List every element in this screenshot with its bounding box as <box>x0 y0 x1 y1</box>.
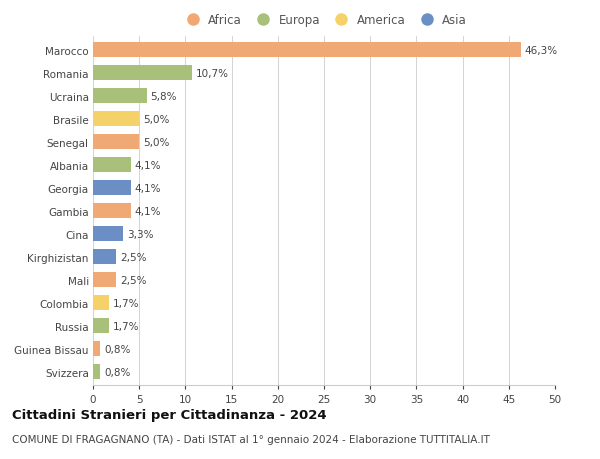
Text: 0,8%: 0,8% <box>104 367 130 377</box>
Bar <box>93 296 109 310</box>
Bar <box>93 181 131 195</box>
Bar <box>93 204 131 218</box>
Bar <box>93 89 146 103</box>
Text: 5,8%: 5,8% <box>150 91 177 101</box>
Text: 4,1%: 4,1% <box>134 160 161 170</box>
Bar <box>93 135 139 149</box>
Bar <box>93 158 131 172</box>
Bar <box>93 319 109 333</box>
Text: Cittadini Stranieri per Cittadinanza - 2024: Cittadini Stranieri per Cittadinanza - 2… <box>12 409 326 421</box>
Bar <box>93 66 192 80</box>
Bar <box>93 227 124 241</box>
Text: 5,0%: 5,0% <box>143 114 169 124</box>
Bar <box>93 250 116 264</box>
Text: 1,7%: 1,7% <box>112 321 139 331</box>
Text: COMUNE DI FRAGAGNANO (TA) - Dati ISTAT al 1° gennaio 2024 - Elaborazione TUTTITA: COMUNE DI FRAGAGNANO (TA) - Dati ISTAT a… <box>12 434 490 444</box>
Text: 2,5%: 2,5% <box>120 252 146 262</box>
Text: 1,7%: 1,7% <box>112 298 139 308</box>
Text: 3,3%: 3,3% <box>127 229 154 239</box>
Bar <box>93 364 100 379</box>
Text: 46,3%: 46,3% <box>524 45 557 56</box>
Bar <box>93 273 116 287</box>
Bar <box>93 112 139 126</box>
Bar <box>93 341 100 356</box>
Text: 4,1%: 4,1% <box>134 206 161 216</box>
Text: 4,1%: 4,1% <box>134 183 161 193</box>
Text: 5,0%: 5,0% <box>143 137 169 147</box>
Bar <box>93 43 521 57</box>
Text: 10,7%: 10,7% <box>196 68 229 78</box>
Text: 0,8%: 0,8% <box>104 344 130 354</box>
Text: 2,5%: 2,5% <box>120 275 146 285</box>
Legend: Africa, Europa, America, Asia: Africa, Europa, America, Asia <box>181 14 467 28</box>
